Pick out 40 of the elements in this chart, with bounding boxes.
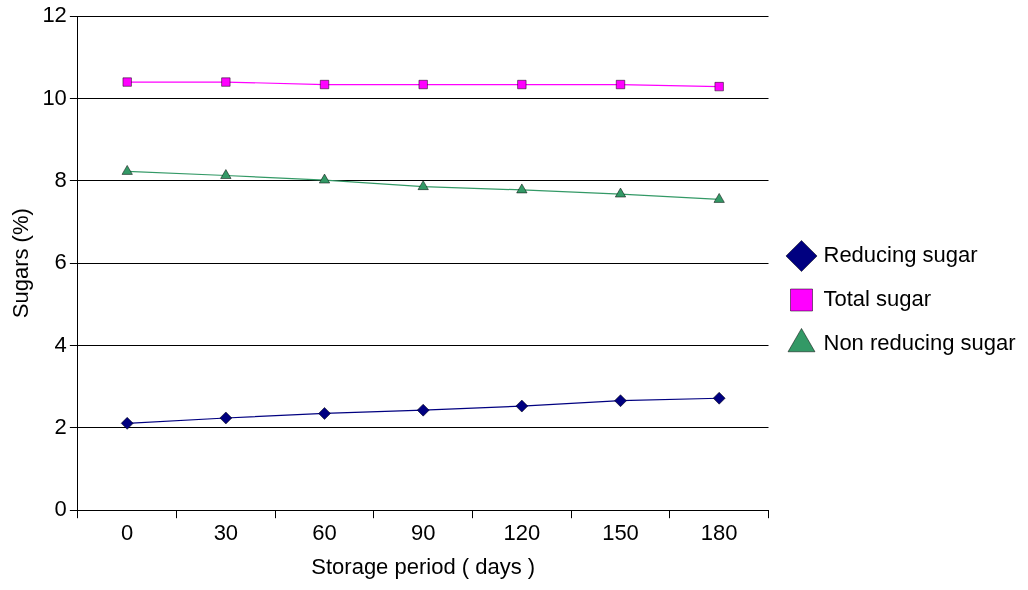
point: [120, 417, 134, 430]
x-tick-label: 120: [503, 520, 541, 546]
point: [320, 80, 330, 90]
x-axis-title: Storage period ( days ): [311, 553, 536, 579]
point: [515, 399, 529, 413]
y-tick-label: 2: [54, 413, 67, 439]
point: [712, 391, 726, 405]
point: [417, 180, 429, 190]
x-tick-label: 30: [213, 520, 239, 546]
y-tick-label: 0: [54, 496, 67, 522]
point: [616, 80, 625, 90]
point: [122, 77, 132, 87]
legend-label: Total sugar: [823, 286, 932, 312]
point: [121, 165, 133, 175]
y-tick-label: 4: [54, 331, 67, 357]
point: [418, 80, 428, 90]
x-tick-label: 60: [312, 520, 337, 546]
y-tick-label: 8: [54, 166, 67, 192]
point: [219, 411, 233, 425]
x-tick-label: 150: [602, 520, 639, 546]
point: [713, 193, 725, 203]
point: [416, 403, 430, 417]
legend-label: Reducing sugar: [823, 242, 978, 268]
point: [517, 80, 527, 90]
y-axis-title: Sugars (%): [8, 208, 34, 319]
point: [615, 187, 626, 198]
x-tick-label: 90: [410, 520, 436, 546]
point: [319, 173, 330, 184]
y-tick-label: 6: [54, 249, 67, 275]
point: [220, 169, 232, 179]
x-tick-label: 0: [121, 520, 134, 546]
y-tick-label: 12: [42, 2, 67, 28]
y-tick-label: 10: [42, 84, 67, 110]
point: [318, 407, 331, 420]
x-tick-label: 180: [700, 520, 738, 546]
point: [714, 82, 724, 92]
point: [516, 183, 528, 194]
point: [221, 77, 231, 87]
legend-label: Non reducing sugar: [823, 330, 1016, 356]
point: [614, 394, 627, 407]
